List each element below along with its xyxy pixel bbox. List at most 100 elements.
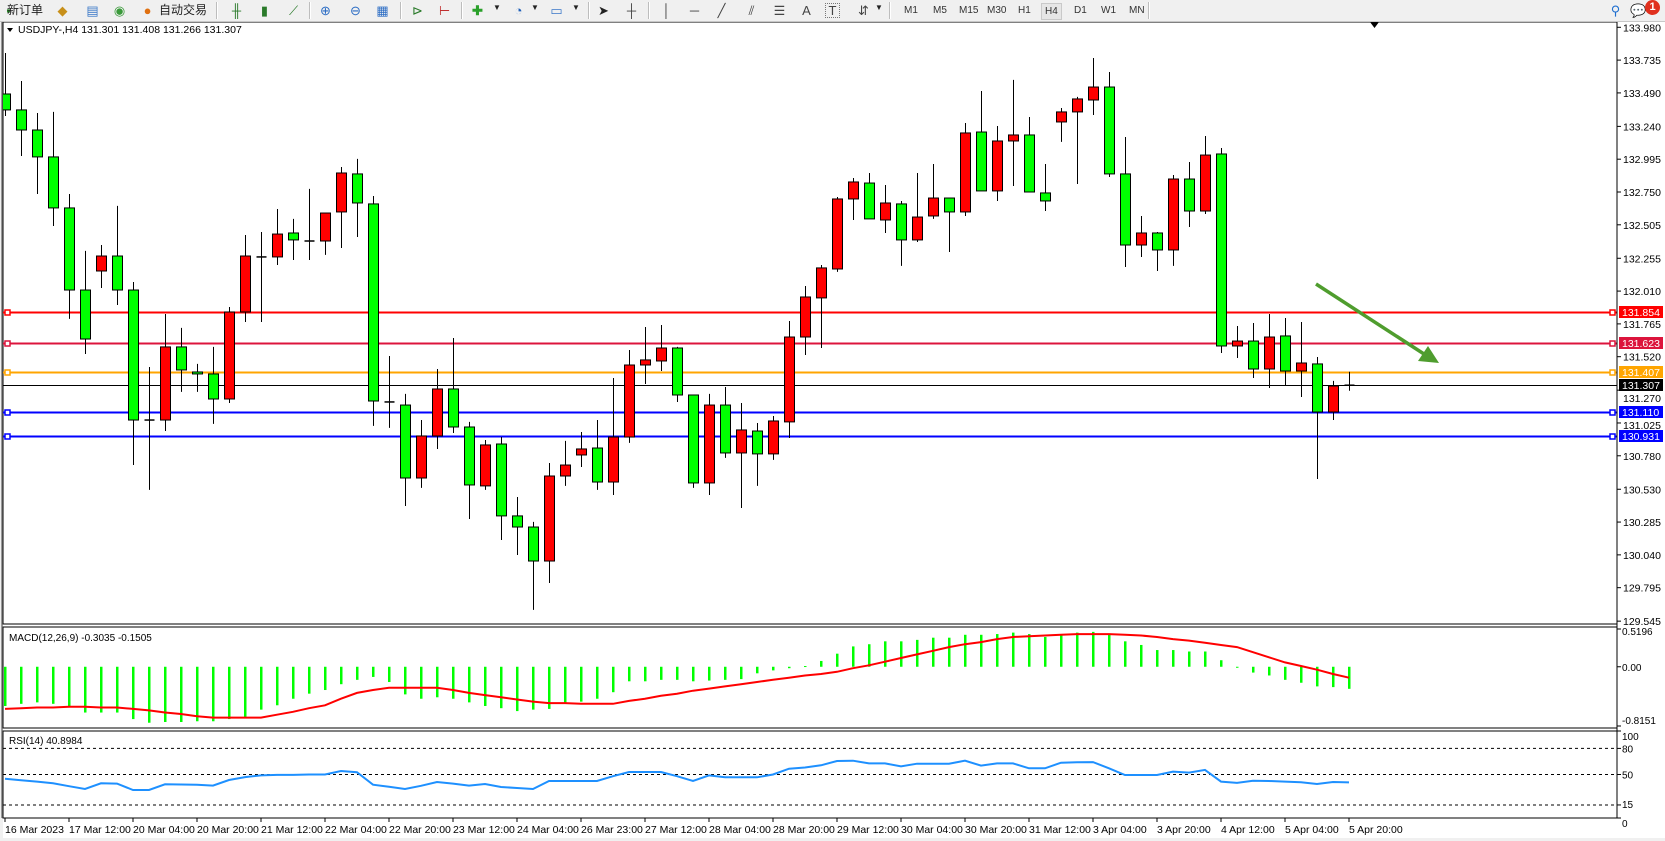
chevron-down-icon[interactable]: ▼ bbox=[531, 3, 539, 12]
equidistant-channel-icon[interactable]: ⫽ bbox=[748, 3, 755, 18]
candle bbox=[1008, 79, 1019, 186]
line-handle-right[interactable] bbox=[1609, 309, 1616, 316]
trendline-icon[interactable]: ╱ bbox=[717, 3, 726, 18]
candle bbox=[16, 80, 27, 156]
price-tick-label: 131.520 bbox=[1623, 352, 1661, 364]
periods-clock-icon[interactable]: ◔ bbox=[514, 3, 523, 18]
time-tick-label: 26 Mar 23:00 bbox=[581, 824, 643, 836]
crosshair-icon[interactable]: ┼ bbox=[626, 3, 637, 18]
cursor-icon[interactable]: ➤ bbox=[598, 3, 609, 18]
chevron-down-icon[interactable]: ▼ bbox=[493, 3, 501, 12]
price-level-label bbox=[1619, 306, 1663, 318]
timeframe-w1[interactable]: W1 bbox=[1101, 5, 1116, 16]
bar-chart-icon[interactable]: ╫ bbox=[231, 3, 242, 18]
line-handle-right[interactable] bbox=[1609, 409, 1616, 416]
candle-body bbox=[1168, 178, 1179, 251]
search-icon[interactable]: ⚲ bbox=[1610, 3, 1621, 18]
line-handle-left[interactable] bbox=[4, 309, 11, 316]
line-handle-right[interactable] bbox=[1609, 340, 1616, 347]
candle bbox=[1216, 147, 1227, 353]
text-label-icon[interactable]: T bbox=[825, 3, 840, 18]
macd-histogram-bar bbox=[980, 634, 983, 667]
price-level-value: 131.854 bbox=[1622, 307, 1660, 319]
price-tick-label: 131.270 bbox=[1623, 393, 1661, 405]
candle bbox=[1232, 326, 1243, 359]
tile-windows-icon[interactable]: ▦ bbox=[376, 3, 389, 18]
candle-body bbox=[1152, 232, 1163, 251]
horizontal-line-icon[interactable]: ─ bbox=[689, 3, 700, 18]
zoom-in-icon[interactable]: ⊕ bbox=[320, 3, 331, 18]
candlestick-chart-icon[interactable]: ▮ bbox=[260, 3, 269, 18]
arrows-icon[interactable]: ⇵ bbox=[858, 3, 869, 18]
toolbar-separator bbox=[1148, 2, 1150, 19]
trend-arrow-line[interactable] bbox=[1315, 282, 1425, 356]
timeframe-h1[interactable]: H1 bbox=[1018, 5, 1031, 16]
macd-pane[interactable]: MACD(12,26,9) -0.3035 -0.1505 0.5196 0.00 -… bbox=[2, 626, 1656, 729]
timeframe-m5[interactable]: M5 bbox=[933, 5, 947, 16]
candle bbox=[512, 497, 523, 555]
macd-histogram-bar bbox=[292, 666, 295, 699]
new-order-button[interactable]: 新订单 bbox=[7, 3, 44, 17]
candle bbox=[688, 394, 699, 488]
macd-histogram-bar bbox=[692, 666, 695, 682]
line-chart-icon[interactable]: ⟋ bbox=[288, 3, 299, 18]
macd-histogram-bar bbox=[404, 666, 407, 695]
signals-icon[interactable]: ◉ bbox=[113, 3, 126, 18]
line-handle-left[interactable] bbox=[4, 409, 11, 416]
time-tick-label: 22 Mar 04:00 bbox=[325, 824, 387, 836]
candle-body bbox=[128, 289, 139, 421]
price-level-label bbox=[1619, 366, 1663, 378]
price-level-label bbox=[1619, 406, 1663, 418]
metaeditor-icon[interactable]: ◆ bbox=[57, 3, 68, 18]
chart-shift-marker-icon[interactable] bbox=[1370, 22, 1379, 28]
candle bbox=[3, 53, 11, 116]
line-handle-left[interactable] bbox=[4, 433, 11, 440]
line-handle-left[interactable] bbox=[4, 340, 11, 347]
new-order-icon[interactable]: ▪ bbox=[6, 3, 11, 18]
timeframe-d1[interactable]: D1 bbox=[1074, 5, 1087, 16]
timeframe-mn[interactable]: MN bbox=[1129, 5, 1145, 16]
autoscroll-icon[interactable]: ⊳ bbox=[412, 3, 423, 18]
chevron-down-icon[interactable]: ▼ bbox=[875, 3, 883, 12]
price-tick-label: 130.040 bbox=[1623, 550, 1661, 562]
line-handle-right[interactable] bbox=[1609, 433, 1616, 440]
market-watch-icon[interactable]: ▤ bbox=[86, 3, 99, 18]
time-tick-label: 24 Mar 04:00 bbox=[517, 824, 579, 836]
chat-bubble-icon[interactable]: 💬 bbox=[1630, 3, 1647, 18]
vertical-line-icon[interactable]: │ bbox=[662, 3, 671, 18]
templates-icon[interactable]: ▭ bbox=[550, 3, 563, 18]
macd-histogram-bar bbox=[1236, 666, 1239, 668]
zoom-out-icon[interactable]: ⊖ bbox=[350, 3, 361, 18]
chevron-down-icon[interactable]: ▼ bbox=[572, 3, 580, 12]
collapse-triangle-icon[interactable] bbox=[7, 28, 13, 32]
candle bbox=[368, 196, 379, 426]
candle-body bbox=[944, 197, 955, 213]
toolbar-separator bbox=[309, 2, 311, 19]
line-handle-left[interactable] bbox=[4, 369, 11, 376]
candle-body bbox=[800, 296, 811, 338]
text-tool-icon[interactable]: A bbox=[802, 3, 811, 18]
timeframe-m15[interactable]: M15 bbox=[959, 5, 979, 16]
candle-body bbox=[80, 289, 91, 340]
candle bbox=[656, 324, 667, 372]
chart-shift-icon[interactable]: ⊢ bbox=[438, 3, 451, 18]
time-axis: 16 Mar 2023 17 Mar 12:00 20 Mar 04:00 20 Ma… bbox=[3, 22, 1618, 836]
line-handle-right[interactable] bbox=[1609, 369, 1616, 376]
price-pane[interactable] bbox=[1, 21, 1618, 625]
candle-body bbox=[976, 131, 987, 192]
time-tick-label: 3 Apr 04:00 bbox=[1093, 824, 1147, 836]
add-indicator-icon[interactable]: ✚ bbox=[472, 3, 483, 18]
macd-tick-label: 0.00 bbox=[1622, 663, 1642, 674]
candle bbox=[768, 416, 779, 460]
candle bbox=[1168, 174, 1179, 266]
fibonacci-icon[interactable]: ☰ bbox=[773, 3, 786, 18]
timeframe-m1[interactable]: M1 bbox=[904, 5, 918, 16]
candle-body bbox=[464, 426, 475, 486]
autotrade-button[interactable]: 自动交易 bbox=[159, 3, 208, 17]
macd-histogram-bar bbox=[900, 641, 903, 667]
timeframe-m30[interactable]: M30 bbox=[987, 5, 1007, 16]
timeframe-h4[interactable]: H4 bbox=[1041, 3, 1062, 20]
autotrade-icon[interactable]: ● bbox=[143, 3, 152, 18]
